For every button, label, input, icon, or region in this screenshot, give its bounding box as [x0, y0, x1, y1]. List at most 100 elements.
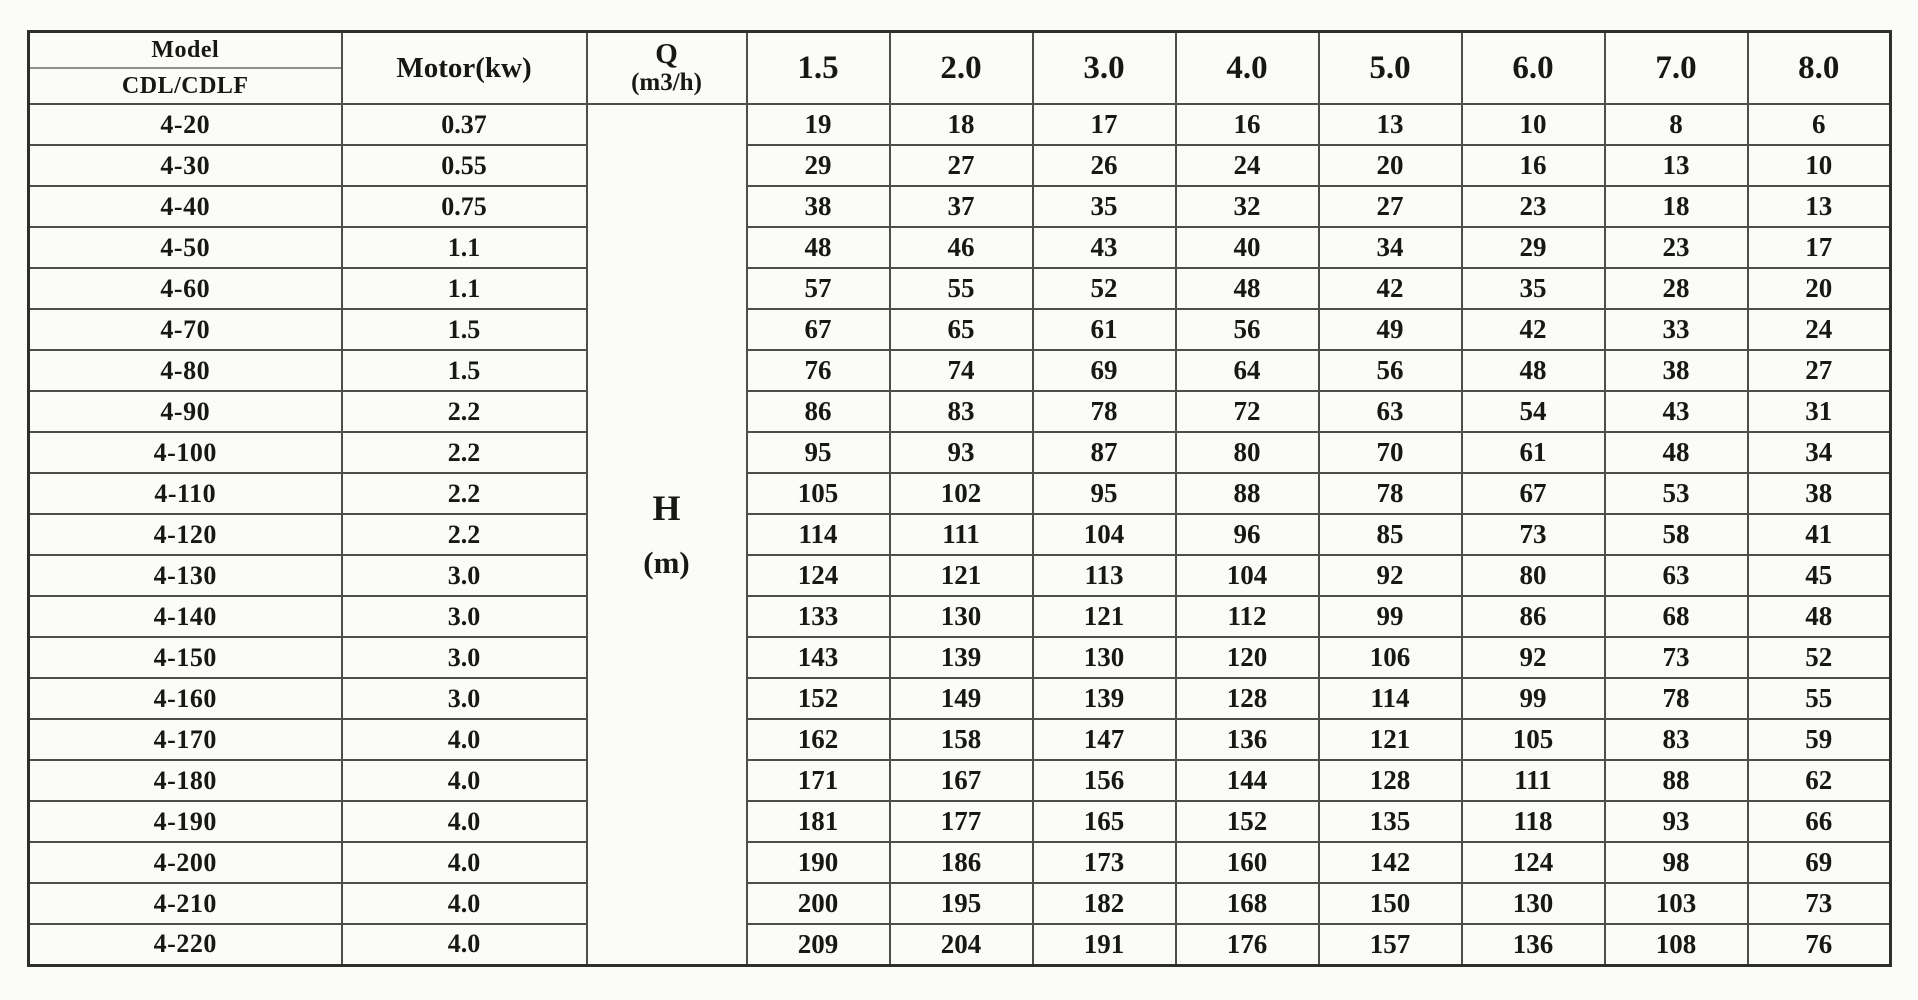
head-value-cell: 139	[1031, 677, 1177, 720]
model-cell: 4-40	[27, 185, 343, 228]
head-value-cell: 24	[1174, 144, 1320, 187]
head-value-cell: 190	[745, 841, 891, 884]
head-value-cell: 105	[1460, 718, 1606, 761]
q-label: Q	[655, 38, 678, 71]
head-value-cell: 38	[745, 185, 891, 228]
head-value-cell: 52	[1746, 636, 1892, 679]
head-value-cell: 17	[1031, 103, 1177, 146]
head-value-cell: 111	[888, 513, 1034, 556]
flow-column-header: 1.5	[745, 30, 891, 105]
head-value-cell: 70	[1317, 431, 1463, 474]
table-row: 4-80 1.5 76 74 69 64 56 48 38 27	[27, 349, 1892, 392]
table-row: 4-20 0.37 H (m) 19 18 17 16 13 10 8 6	[27, 103, 1892, 966]
model-cell: 4-170	[27, 718, 343, 761]
head-value-cell: 99	[1460, 677, 1606, 720]
head-value-cell: 113	[1031, 554, 1177, 597]
table-header: Model CDL/CDLF Motor(kw) Q (m3/h) 1.5 2.…	[27, 30, 1892, 105]
table-row: 4-200 4.0 190 186 173 160 142 124 98 69	[27, 841, 1892, 884]
head-value-cell: 121	[1031, 595, 1177, 638]
head-value-cell: 72	[1174, 390, 1320, 433]
model-cell: 4-200	[27, 841, 343, 884]
model-cell: 4-130	[27, 554, 343, 597]
head-value-cell: 57	[745, 267, 891, 310]
head-value-cell: 103	[1603, 882, 1749, 925]
head-value-cell: 118	[1460, 800, 1606, 843]
head-value-cell: 195	[888, 882, 1034, 925]
head-value-cell: 112	[1174, 595, 1320, 638]
head-value-cell: 48	[1174, 267, 1320, 310]
motor-cell: 4.0	[340, 800, 588, 843]
head-value-cell: 83	[888, 390, 1034, 433]
motor-cell: 2.2	[340, 513, 588, 556]
head-value-cell: 76	[745, 349, 891, 392]
head-value-cell: 98	[1603, 841, 1749, 884]
head-value-cell: 171	[745, 759, 891, 802]
motor-cell: 4.0	[340, 759, 588, 802]
head-value-cell: 135	[1317, 800, 1463, 843]
motor-cell: 1.1	[340, 267, 588, 310]
table-row: 4-140 3.0 133 130 121 112 99 86 68 48	[27, 595, 1892, 638]
head-value-cell: 31	[1746, 390, 1892, 433]
head-value-cell: 56	[1174, 308, 1320, 351]
motor-cell: 2.2	[340, 472, 588, 515]
head-value-cell: 49	[1317, 308, 1463, 351]
head-value-cell: 58	[1603, 513, 1749, 556]
head-value-cell: 128	[1317, 759, 1463, 802]
head-value-cell: 150	[1317, 882, 1463, 925]
head-value-cell: 42	[1317, 267, 1463, 310]
head-value-cell: 88	[1174, 472, 1320, 515]
model-cell: 4-100	[27, 431, 343, 474]
motor-cell: 0.75	[340, 185, 588, 228]
model-cell: 4-90	[27, 390, 343, 433]
head-value-cell: 48	[1460, 349, 1606, 392]
head-value-cell: 73	[1603, 636, 1749, 679]
head-value-cell: 111	[1460, 759, 1606, 802]
head-value-cell: 130	[1460, 882, 1606, 925]
head-value-cell: 32	[1174, 185, 1320, 228]
head-unit-label: (m)	[643, 545, 690, 581]
head-value-cell: 53	[1603, 472, 1749, 515]
head-value-cell: 55	[1746, 677, 1892, 720]
head-value-cell: 130	[888, 595, 1034, 638]
head-value-cell: 200	[745, 882, 891, 925]
head-value-cell: 173	[1031, 841, 1177, 884]
model-header-subtitle: CDL/CDLF	[121, 72, 249, 99]
head-value-cell: 28	[1603, 267, 1749, 310]
head-value-cell: 104	[1031, 513, 1177, 556]
motor-cell: 4.0	[340, 882, 588, 925]
head-value-cell: 121	[1317, 718, 1463, 761]
head-value-cell: 158	[888, 718, 1034, 761]
table-row: 4-30 0.55 29 27 26 24 20 16 13 10	[27, 144, 1892, 187]
motor-cell: 4.0	[340, 923, 588, 966]
head-value-cell: 61	[1460, 431, 1606, 474]
head-value-cell: 144	[1174, 759, 1320, 802]
head-value-cell: 16	[1174, 103, 1320, 146]
table-row: 4-160 3.0 152 149 139 128 114 99 78 55	[27, 677, 1892, 720]
head-value-cell: 33	[1603, 308, 1749, 351]
model-cell: 4-50	[27, 226, 343, 269]
head-value-cell: 56	[1317, 349, 1463, 392]
model-header-cell: Model CDL/CDLF	[27, 30, 343, 105]
model-cell: 4-120	[27, 513, 343, 556]
head-value-cell: 37	[888, 185, 1034, 228]
head-value-cell: 104	[1174, 554, 1320, 597]
head-value-cell: 19	[745, 103, 891, 146]
model-cell: 4-70	[27, 308, 343, 351]
head-value-cell: 38	[1746, 472, 1892, 515]
head-value-cell: 69	[1031, 349, 1177, 392]
model-cell: 4-220	[27, 923, 343, 966]
head-value-cell: 20	[1746, 267, 1892, 310]
head-value-cell: 149	[888, 677, 1034, 720]
head-value-cell: 17	[1746, 226, 1892, 269]
motor-cell: 4.0	[340, 718, 588, 761]
motor-cell: 0.37	[340, 103, 588, 146]
flow-column-header: 2.0	[888, 30, 1034, 105]
table-row: 4-40 0.75 38 37 35 32 27 23 18 13	[27, 185, 1892, 228]
model-cell: 4-60	[27, 267, 343, 310]
flow-column-header: 6.0	[1460, 30, 1606, 105]
head-value-cell: 64	[1174, 349, 1320, 392]
head-value-cell: 152	[1174, 800, 1320, 843]
head-value-cell: 176	[1174, 923, 1320, 966]
head-value-cell: 93	[888, 431, 1034, 474]
q-unit-label: (m3/h)	[631, 69, 702, 97]
